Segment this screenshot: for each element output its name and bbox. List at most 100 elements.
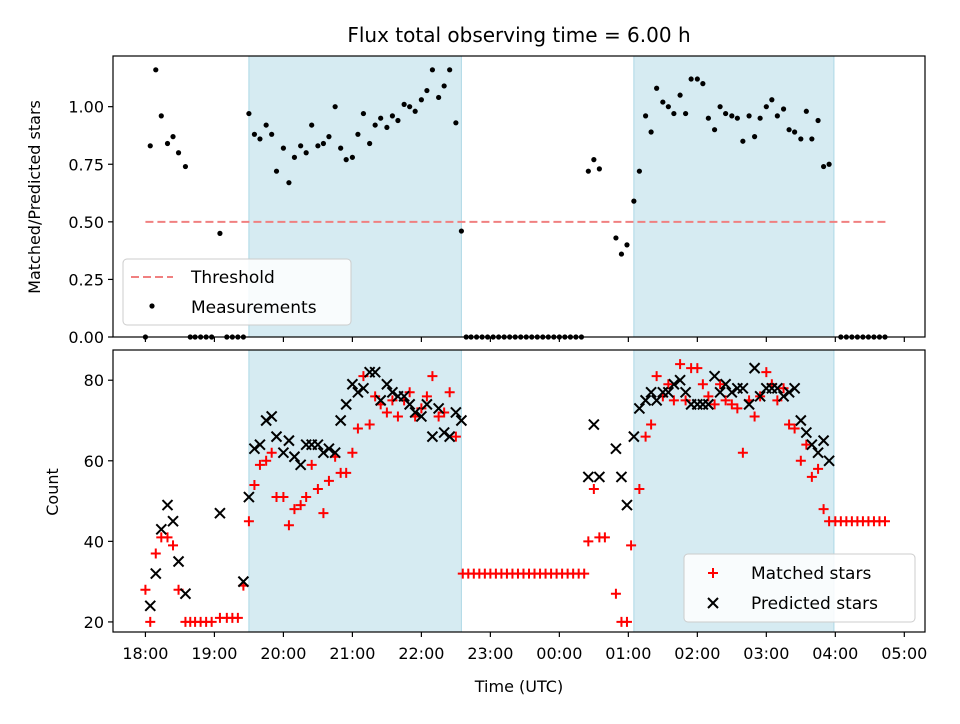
matched-stars-point (162, 532, 173, 543)
predicted-stars-point (450, 406, 462, 419)
measurement-point (763, 104, 769, 110)
top-legend-box (122, 258, 352, 326)
measurement-point (441, 83, 447, 89)
predicted-stars-point (254, 438, 266, 451)
top-panel: 0.00 0.25 0.50 0.75 1.00 Threshold Measurement… (68, 55, 926, 347)
predicted-stars-point (645, 386, 657, 399)
measurement-point (711, 127, 718, 133)
measurement-point (648, 129, 654, 135)
matched-stars-point (381, 407, 392, 418)
predicted-stars-point (172, 555, 185, 568)
predicted-stars-point (777, 390, 790, 403)
measurement-point (694, 76, 700, 82)
matched-stars-point (318, 508, 329, 519)
measurement-point (803, 108, 809, 114)
bottom-y-tick-label: 60 (84, 452, 104, 471)
measurement-point (809, 136, 815, 142)
predicted-stars-point (283, 434, 295, 447)
bottom-y-tick-label: 80 (84, 371, 104, 390)
predicted-stars-point (455, 414, 468, 427)
measurement-point (412, 108, 418, 114)
x-tick-label: 03:00 (743, 644, 789, 663)
measurement-point (257, 136, 263, 142)
predicted-stars-point (248, 442, 261, 455)
matched-stars-point (680, 395, 691, 406)
matched-stars-point (306, 459, 317, 470)
bottom-legend-box (683, 553, 916, 623)
top-y-tick-label: 0.75 (68, 155, 104, 174)
matched-stars-point (254, 459, 265, 470)
matched-stars-point (813, 463, 824, 474)
predicted-stars-point (340, 398, 352, 411)
measurement-point (815, 117, 821, 124)
matched-stars-point (145, 616, 156, 627)
measurement-point (798, 136, 804, 142)
predicted-stars-point (237, 575, 250, 588)
measurement-point (786, 127, 792, 133)
measurement-point (251, 131, 258, 137)
measurement-point (286, 180, 292, 186)
measurement-point (389, 113, 396, 119)
measurement-point (591, 157, 597, 163)
measurement-point (355, 131, 361, 137)
measurement-point (624, 242, 630, 248)
x-tick-label: 01:00 (605, 644, 651, 663)
measurement-point (671, 110, 677, 117)
legend-measurements-swatch (149, 303, 155, 309)
predicted-stars-point (438, 426, 450, 439)
measurement-point (688, 76, 694, 82)
matched-stars-point (646, 419, 657, 430)
matched-stars-point (301, 492, 312, 503)
measurement-point (757, 115, 763, 121)
matched-stars-point (879, 516, 890, 527)
predicted-stars-point (381, 378, 393, 390)
measurement-point (164, 140, 171, 147)
measurement-point (729, 113, 735, 119)
measurement-point (654, 85, 660, 91)
matched-stars-point (588, 483, 599, 494)
legend-matched-label: Matched stars (751, 564, 871, 584)
measurement-point (153, 67, 159, 73)
measurement-point (158, 113, 164, 119)
measurement-point (677, 92, 683, 98)
top-y-tick-label: 1.00 (68, 98, 104, 117)
predicted-stars-point (702, 398, 715, 411)
matched-stars-point (140, 584, 151, 595)
predicted-stars-point (334, 414, 347, 427)
x-tick-label: 05:00 (881, 644, 927, 663)
measurement-point (820, 163, 827, 170)
measurement-point (631, 198, 637, 204)
measurement-point (309, 122, 315, 128)
x-axis-label: Time (UTC) (474, 677, 563, 696)
measurement-point (585, 168, 591, 174)
predicted-stars-point (144, 600, 156, 612)
measurement-point (315, 143, 321, 149)
matched-stars-point (404, 387, 415, 398)
predicted-stars-point (633, 402, 646, 415)
predicted-stars-point (352, 386, 364, 399)
matched-stars-point (784, 419, 795, 430)
legend-predicted-swatch (707, 597, 719, 609)
measurement-point (717, 104, 723, 110)
top-y-tick-label: 0.25 (68, 270, 104, 289)
legend-measurements-label: Measurements (191, 298, 317, 318)
matched-stars-point (347, 447, 358, 458)
x-tick-label: 21:00 (329, 644, 375, 663)
chart-title: Flux total observing time = 6.00 h (347, 23, 690, 47)
measurement-point (332, 104, 338, 110)
matched-stars-point (289, 504, 300, 515)
predicted-stars-point (737, 382, 749, 394)
predicted-stars-point (668, 378, 680, 390)
measurement-point (372, 122, 378, 128)
measurement-point (424, 87, 430, 94)
measurement-point (740, 138, 746, 144)
measurement-point (746, 113, 752, 119)
measurement-point (769, 97, 775, 103)
measurement-point (360, 110, 367, 117)
predicted-stars-point (674, 374, 686, 386)
matched-stars-point (634, 483, 645, 494)
predicted-stars-point (788, 382, 801, 394)
measurement-point (458, 228, 464, 234)
matched-stars-point (150, 548, 161, 559)
